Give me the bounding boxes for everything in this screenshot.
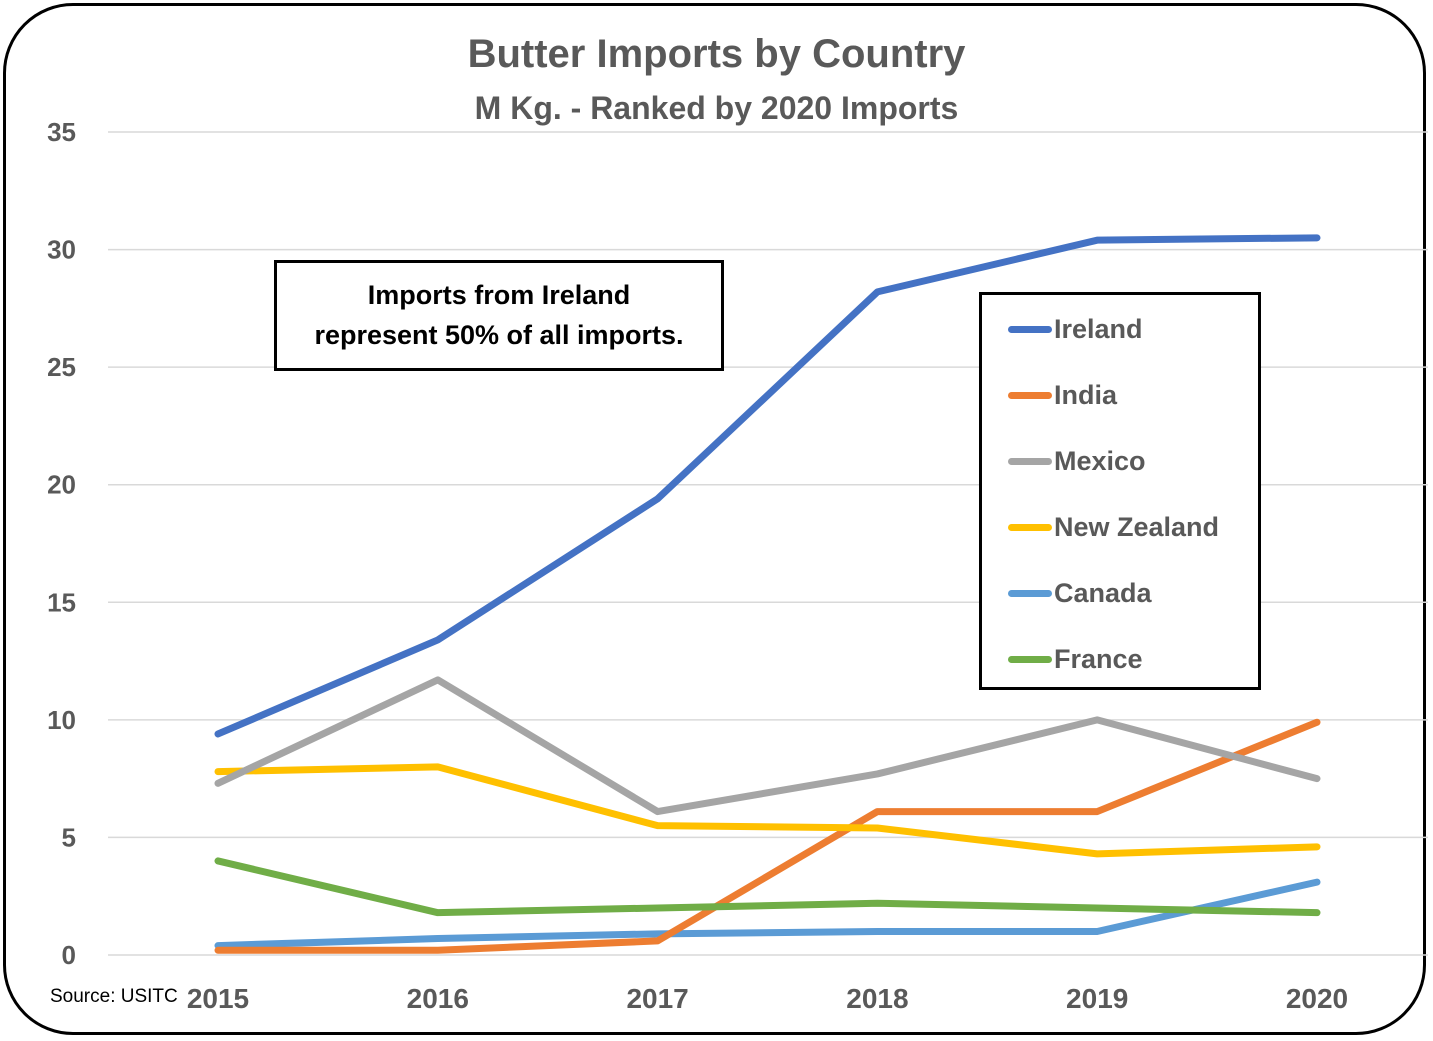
legend-label: Canada	[1054, 577, 1152, 608]
legend-label: Mexico	[1054, 445, 1146, 476]
legend-item-new-zealand: New Zealand	[1008, 510, 1219, 544]
legend-label: France	[1054, 643, 1143, 674]
y-axis-ticks: 0 5 10 15 20 25 30 35	[47, 117, 76, 970]
x-tick-label: 2016	[407, 983, 469, 1014]
y-tick-label: 15	[47, 587, 76, 617]
legend-swatch-icon	[1008, 325, 1052, 333]
series-line-ireland	[214, 234, 1321, 738]
x-tick-label: 2019	[1066, 983, 1128, 1014]
x-tick-label: 2017	[626, 983, 688, 1014]
legend-swatch-icon	[1008, 655, 1052, 663]
series-line-new-zealand	[214, 763, 1321, 858]
chart-subtitle: M Kg. - Ranked by 2020 Imports	[474, 90, 959, 126]
series-line-india	[214, 718, 1321, 954]
annotation-line-1: Imports from Ireland	[367, 280, 631, 310]
x-tick-label: 2015	[187, 983, 249, 1014]
y-tick-label: 30	[47, 235, 76, 265]
legend-swatch-icon	[1008, 523, 1052, 531]
y-tick-label: 10	[47, 705, 76, 735]
y-tick-label: 35	[47, 117, 76, 147]
y-tick-label: 5	[62, 822, 76, 852]
gridlines	[108, 131, 1428, 956]
series-lines	[214, 234, 1321, 954]
source-note: Source: USITC	[50, 986, 178, 1007]
legend-label: New Zealand	[1054, 511, 1220, 542]
legend-swatch-icon	[1008, 589, 1052, 597]
legend-item-france: France	[1008, 642, 1143, 676]
legend-item-ireland: Ireland	[1008, 312, 1143, 346]
y-tick-label: 20	[47, 470, 76, 500]
legend-item-mexico: Mexico	[1008, 444, 1146, 478]
legend-swatch-icon	[1008, 391, 1052, 399]
legend: Ireland India Mexico New Zealand Canada Franc…	[979, 292, 1261, 690]
annotation-box: Imports from Ireland represent 50% of al…	[274, 260, 724, 371]
y-tick-label: 25	[47, 352, 76, 382]
legend-item-canada: Canada	[1008, 576, 1152, 610]
series-line-mexico	[214, 676, 1321, 816]
series-line-canada	[214, 878, 1321, 950]
legend-swatch-icon	[1008, 457, 1052, 465]
x-tick-label: 2018	[846, 983, 908, 1014]
legend-label: Ireland	[1054, 313, 1143, 344]
legend-item-india: India	[1008, 378, 1117, 412]
y-tick-label: 0	[62, 940, 76, 970]
x-axis-ticks: 2015 2016 2017 2018 2019 2020	[187, 983, 1348, 1014]
legend-label: India	[1054, 379, 1118, 410]
x-tick-label: 2020	[1286, 983, 1348, 1014]
annotation-line-2: represent 50% of all imports.	[314, 320, 684, 350]
series-line-france	[214, 857, 1321, 917]
chart-title: Butter Imports by Country	[467, 32, 966, 76]
